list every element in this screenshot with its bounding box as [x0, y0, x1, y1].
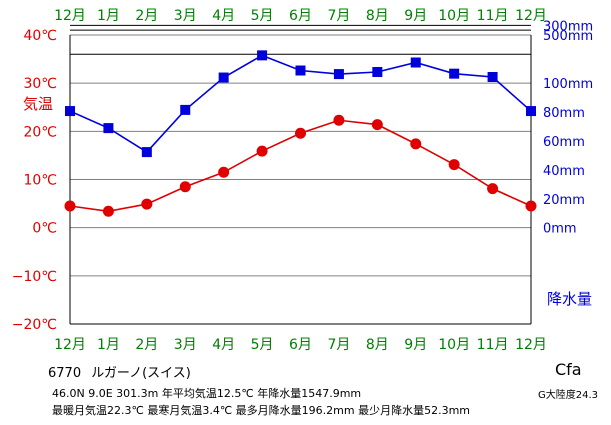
station-name: ルガーノ(スイス) [91, 366, 191, 381]
temperature-point [64, 200, 76, 212]
precipitation-point [103, 123, 114, 134]
axes [69, 35, 532, 325]
temperature-point [256, 145, 268, 157]
month-labels-bottom: 12月 1月 2月 3月 4月 5月 6月 7月 8月 9月 10月 11月 12月 [54, 337, 547, 353]
precipitation-point [487, 72, 498, 83]
month-label-bottom: 7月 [327, 337, 350, 353]
month-label-top: 12月 [54, 8, 86, 24]
month-label-top: 8月 [366, 8, 389, 24]
temperature-point [487, 183, 499, 195]
precipitation-point [141, 147, 152, 158]
continentality-index: G大陸度24.3 [538, 390, 599, 401]
temperature-point [371, 119, 383, 131]
precipitation-point [218, 72, 229, 83]
month-label-bottom: 6月 [289, 337, 312, 353]
temp-tick-label: 0℃ [32, 221, 57, 237]
precipitation-point [526, 106, 536, 117]
station-code: 6770 [48, 366, 82, 381]
precip-tick-label: 60mm [543, 135, 585, 150]
month-label-bottom: 9月 [404, 337, 427, 353]
temperature-point [179, 181, 191, 193]
month-label-bottom: 10月 [438, 337, 470, 353]
month-label-bottom: 4月 [212, 337, 235, 353]
month-label-top: 7月 [327, 8, 350, 24]
month-label-top: 11月 [477, 8, 509, 24]
month-label-bottom: 5月 [251, 337, 274, 353]
temperature-point [448, 159, 460, 171]
precipitation-point [180, 104, 191, 115]
temperature-point [525, 200, 537, 212]
precip-tick-label: 500mm [543, 29, 593, 44]
station-id: 6770 ルガーノ(スイス) [48, 362, 191, 381]
precip-tick-label: 20mm [543, 193, 585, 208]
temperature-axis-title: 気温 [23, 95, 53, 113]
month-label-bottom: 11月 [477, 337, 509, 353]
precipitation-point [449, 68, 460, 79]
precip-tick-label: 80mm [543, 106, 585, 121]
temp-tick-label: 40℃ [23, 28, 57, 44]
month-label-top: 4月 [212, 8, 235, 24]
precipitation-point [333, 69, 344, 80]
temperature-point [333, 114, 345, 126]
month-label-top: 6月 [289, 8, 312, 24]
month-label-bottom: 2月 [135, 337, 158, 353]
month-labels-top: 12月 1月 2月 3月 4月 5月 6月 7月 8月 9月 10月 11月 12月 [54, 8, 547, 24]
month-label-bottom: 3月 [174, 337, 197, 353]
temperature-axis-ticks: 40℃ 30℃ 20℃ 10℃ 0℃ −10℃ −20℃ [12, 28, 57, 333]
temperature-point [410, 138, 422, 150]
precip-tick-label: 40mm [543, 164, 585, 179]
precip-tick-label: 0mm [543, 222, 577, 237]
temperature-point [102, 205, 114, 217]
month-label-top: 3月 [174, 8, 197, 24]
temp-tick-label: 20℃ [23, 124, 57, 140]
precip-tick-label: 300mm [543, 19, 593, 34]
month-label-bottom: 1月 [97, 337, 120, 353]
stats-line-1: 46.0N 9.0E 301.3m 年平均気温12.5℃ 年降水量1547.9m… [52, 387, 362, 400]
climate-type: Cfa [555, 360, 582, 379]
month-label-top: 5月 [251, 8, 274, 24]
precipitation-series [65, 50, 536, 158]
temperature-point [218, 166, 230, 178]
precipitation-point [295, 65, 306, 76]
precip-tick-label: 100mm [543, 77, 593, 92]
month-label-top: 2月 [135, 8, 158, 24]
precipitation-point [372, 67, 383, 78]
temp-tick-label: 10℃ [23, 173, 57, 189]
month-label-top: 9月 [404, 8, 427, 24]
temperature-point [141, 198, 153, 210]
precipitation-point [257, 50, 268, 61]
temperature-point [295, 127, 306, 139]
month-label-top: 1月 [97, 8, 120, 24]
precipitation-point [65, 106, 75, 117]
precipitation-axis-title: 降水量 [547, 290, 592, 308]
temp-tick-label: −20℃ [12, 317, 57, 333]
stats-line-2: 最暖月気温22.3℃ 最寒月気温3.4℃ 最多月降水量196.2mm 最少月降水… [52, 404, 471, 417]
month-label-top: 10月 [438, 8, 470, 24]
temperature-series [64, 114, 537, 217]
precipitation-point [410, 57, 421, 68]
temp-tick-label: 30℃ [23, 76, 57, 92]
month-label-top: 12月 [515, 8, 547, 24]
month-label-bottom: 8月 [366, 337, 389, 353]
month-label-bottom: 12月 [54, 337, 86, 353]
temp-tick-label: −10℃ [12, 269, 57, 285]
month-label-bottom: 12月 [515, 337, 547, 353]
